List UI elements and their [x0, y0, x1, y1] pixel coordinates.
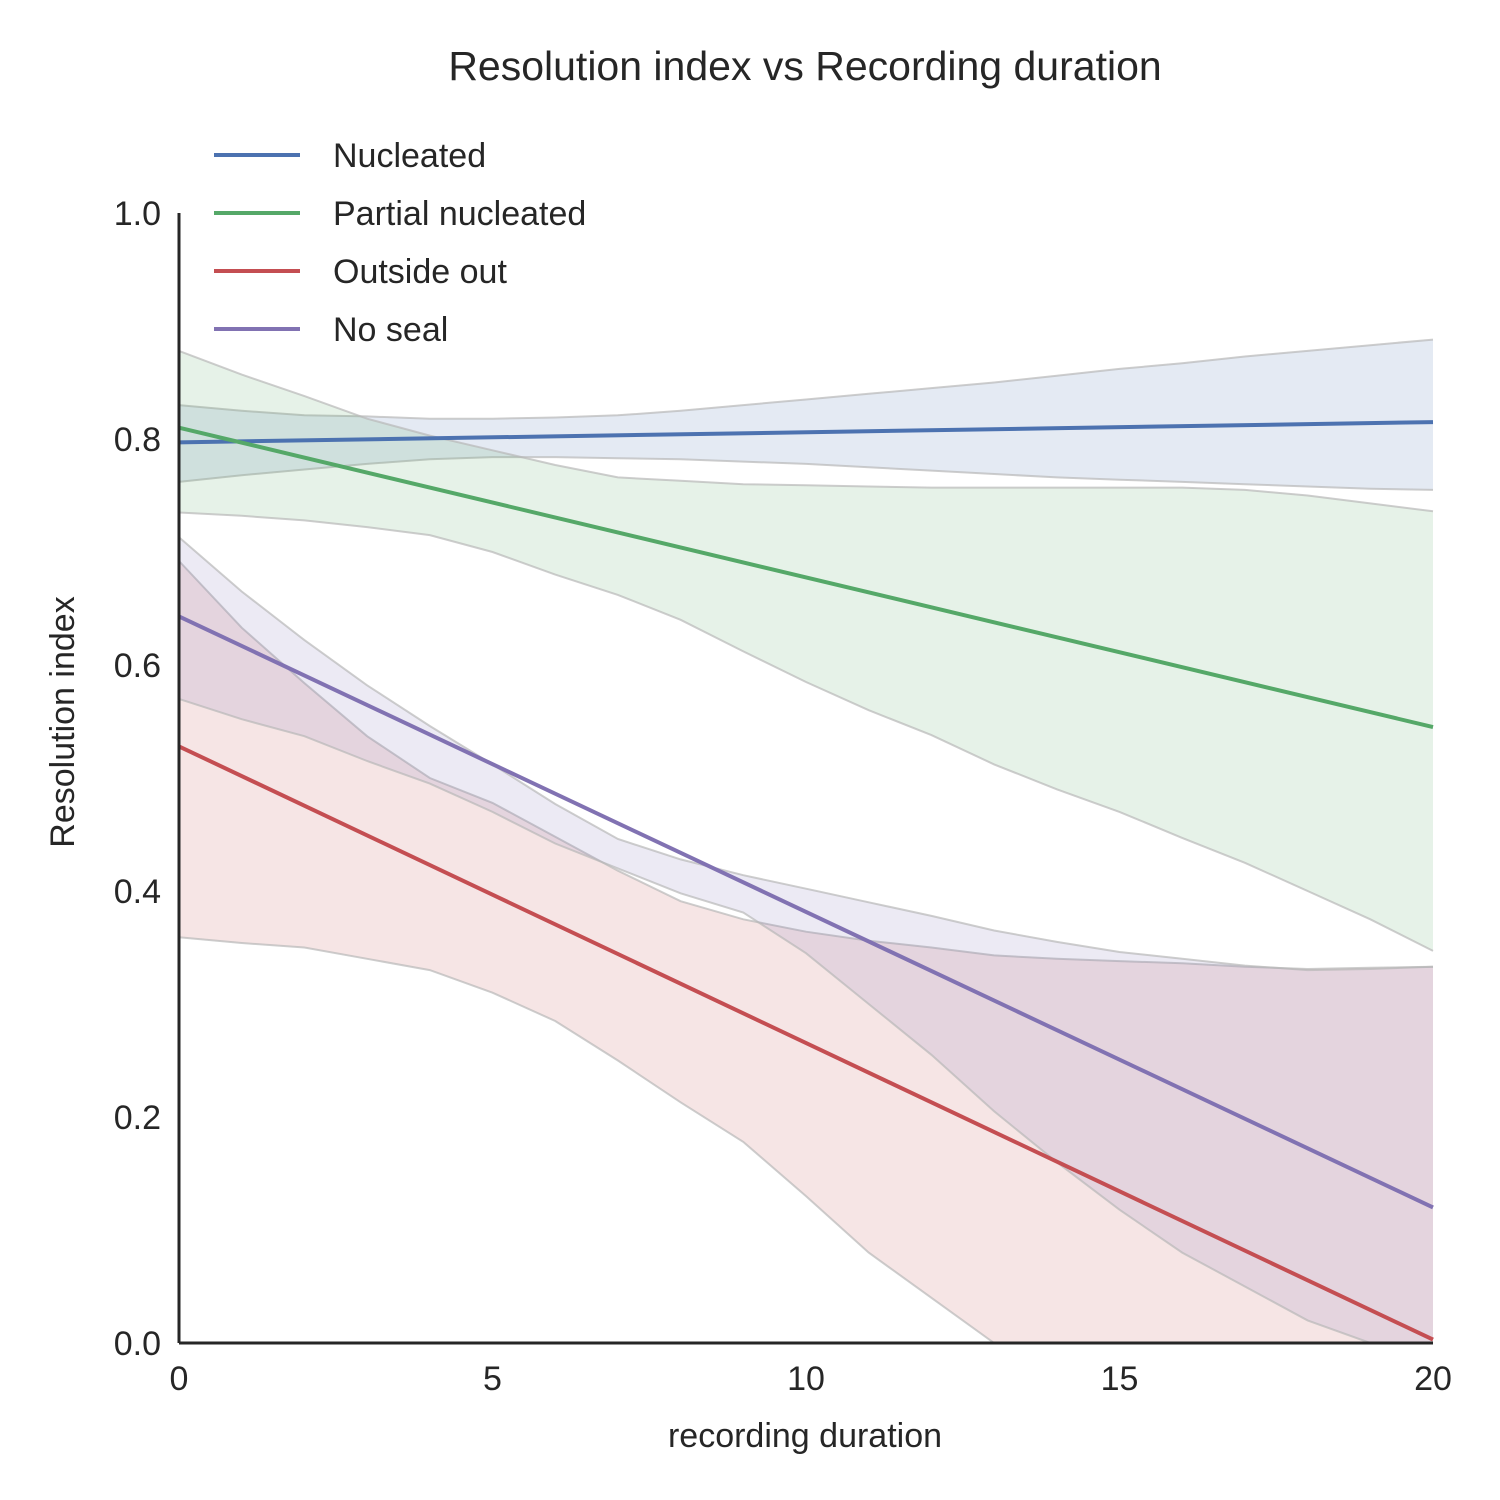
y-tick-label: 0.8 [114, 421, 161, 459]
line-nucleated [178, 420, 1434, 445]
line-partial-nucleated [178, 425, 1434, 730]
band-edge-nucleated [178, 338, 1434, 420]
band-edge-partial-nucleated [178, 511, 1434, 952]
y-tick-label: 0.0 [114, 1325, 161, 1363]
regression-lines [178, 420, 1434, 1342]
x-tick-label: 20 [1414, 1360, 1452, 1398]
band-edge-no-seal [178, 536, 1434, 972]
x-tick-label: 5 [483, 1360, 502, 1398]
y-tick-label: 0.6 [114, 647, 161, 685]
x-tick-label: 0 [170, 1360, 189, 1398]
y-axis-label: Resolution index [44, 596, 82, 847]
legend-label-no-seal: No seal [333, 311, 448, 349]
y-axis-ticks: 0.0 0.2 0.4 0.6 0.8 1.0 [114, 195, 161, 1363]
band-no-seal [179, 537, 1433, 1343]
legend-label-nucleated: Nucleated [333, 137, 486, 175]
y-tick-label: 1.0 [114, 195, 161, 233]
x-tick-label: 15 [1101, 1360, 1139, 1398]
x-axis-label: recording duration [668, 1417, 942, 1455]
x-tick-label: 10 [787, 1360, 825, 1398]
confidence-bands [178, 338, 1434, 1344]
band-outside-out [179, 561, 1433, 1343]
band-edge-nucleated [178, 456, 1434, 491]
line-no-seal [178, 614, 1434, 1210]
y-tick-label: 0.4 [114, 873, 161, 911]
chart-title: Resolution index vs Recording duration [448, 43, 1161, 89]
band-nucleated [179, 339, 1433, 490]
band-edge-outside-out [178, 560, 1434, 971]
y-tick-label: 0.2 [114, 1099, 161, 1137]
legend-label-partial-nucleated: Partial nucleated [333, 195, 586, 233]
band-edge-no-seal [178, 697, 1433, 1344]
band-edge-partial-nucleated [178, 349, 1434, 513]
legend: Nucleated Partial nucleated Outside out No … [214, 137, 586, 349]
line-outside-out [178, 744, 1434, 1342]
legend-label-outside-out: Outside out [333, 253, 507, 291]
x-axis-ticks: 0 5 10 15 20 [170, 1360, 1452, 1398]
